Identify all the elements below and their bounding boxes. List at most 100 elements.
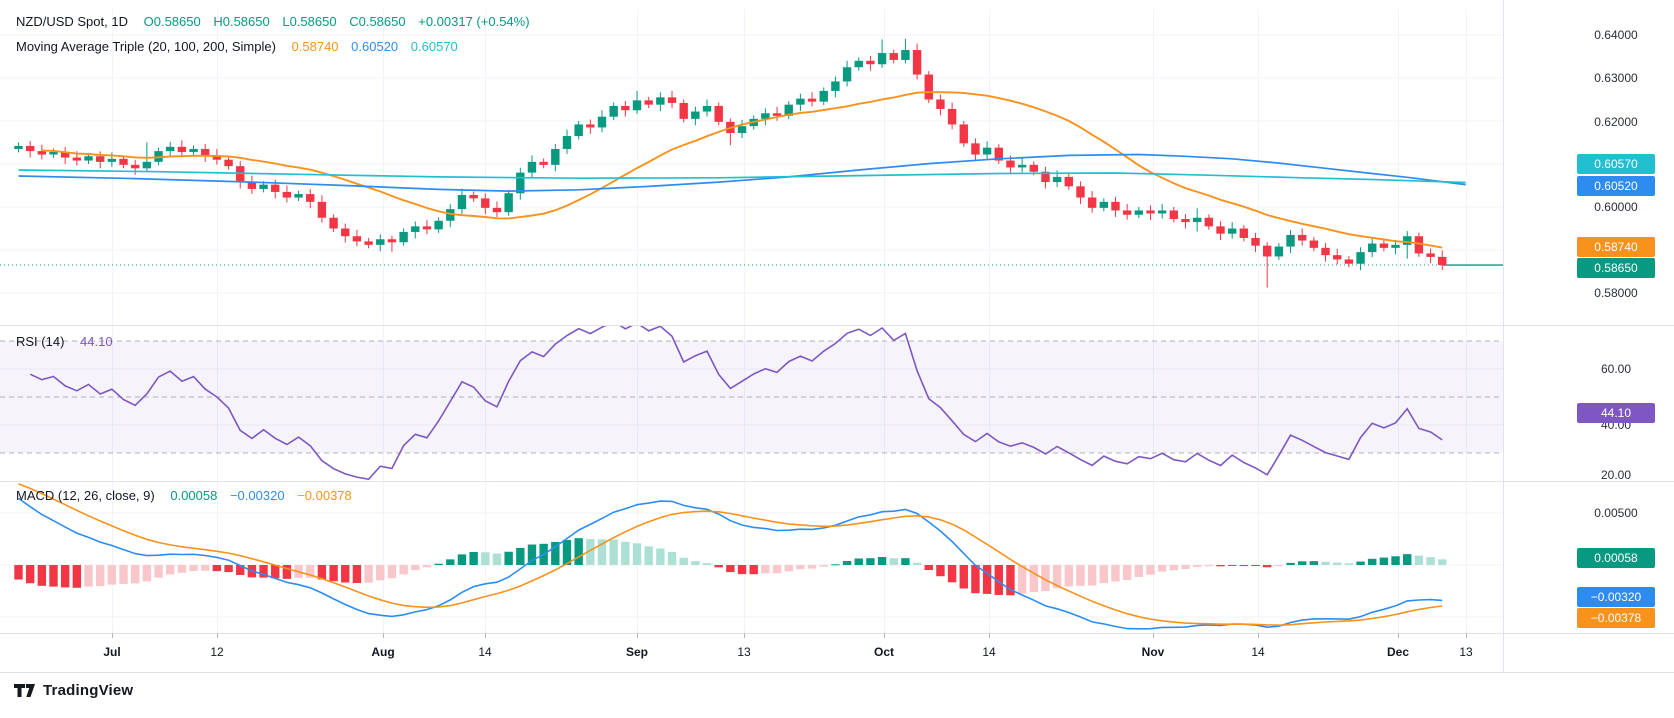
macd-hist-bar (726, 565, 735, 573)
price-axis-label: 0.60000 (1594, 200, 1638, 214)
macd-hist-bar (259, 565, 268, 578)
macd-hist-bar (154, 565, 163, 578)
macd-hist-bar (189, 565, 198, 572)
macd-hist-bar (644, 546, 653, 565)
macd-hist-bar (387, 565, 397, 579)
macd-hist-bar (1216, 565, 1225, 567)
macd-hist-bar (936, 565, 945, 577)
macd-hist-bar (84, 565, 93, 587)
macd-hist-bar (1076, 565, 1085, 586)
macd-hist-bar (1379, 557, 1389, 565)
symbol-title[interactable]: NZD/USD Spot, 1D (16, 14, 128, 29)
chart-plot-area[interactable] (0, 0, 1674, 673)
macd-line-value: −0.00320 (229, 488, 285, 503)
ma100-line (18, 153, 1466, 192)
macd-hist-bar (201, 565, 210, 571)
macd-hist-bar (901, 558, 910, 565)
macd-legend: MACD (12, 26, close, 9) 0.00058 −0.00320… (16, 488, 361, 503)
macd-hist-bar (1286, 562, 1295, 565)
price-axis-label: 0.64000 (1594, 28, 1638, 42)
price-axis-badge: 0.58650 (1577, 258, 1655, 278)
macd-hist-bar (796, 565, 805, 570)
macd-hist-bar (1006, 565, 1015, 596)
macd-hist-bar (667, 552, 677, 565)
price-axis-badge: 0.58740 (1577, 237, 1655, 257)
ohlc-close: C0.58650 (349, 14, 406, 29)
candles-series (14, 38, 1447, 288)
macd-hist-bar (1438, 559, 1447, 565)
macd-hist-bar (1321, 561, 1330, 565)
macd-hist-bar (119, 565, 128, 584)
macd-hist-bar (1169, 565, 1179, 571)
time-axis-label: 14 (982, 645, 996, 659)
time-axis-label: Oct (873, 645, 895, 659)
gridlines (0, 9, 1503, 633)
macd-indicator-title[interactable]: MACD (12, 26, close, 9) (16, 488, 155, 503)
macd-hist-bar (352, 565, 362, 584)
macd-hist-bar (807, 565, 817, 569)
macd-hist-bar (1146, 565, 1155, 575)
macd-hist-bar (761, 565, 770, 574)
macd-hist-bar (1356, 561, 1365, 565)
macd-hist-bar (282, 565, 292, 579)
time-axis-label: Aug (371, 645, 395, 659)
macd-hist-bar (1181, 565, 1190, 570)
macd-hist-bar (656, 548, 665, 565)
rsi-indicator-title[interactable]: RSI (14) (16, 334, 65, 349)
rsi-line (29, 326, 1443, 481)
moving-averages (18, 91, 1466, 249)
rsi-axis-label: 60.00 (1600, 362, 1632, 376)
change-value: +0.00317 (+0.54%) (418, 14, 530, 29)
macd-hist-bar (1157, 565, 1167, 572)
pane-separators (0, 0, 1674, 673)
macd-hist-bar (1134, 565, 1144, 578)
macd-hist-bar (912, 562, 922, 565)
macd-hist-bar (399, 565, 408, 575)
macd-hist-bar (1333, 562, 1342, 565)
macd-hist-bar (714, 565, 723, 568)
price-axis-label: 0.58000 (1594, 286, 1638, 300)
time-axis-label: 14 (1251, 645, 1265, 659)
macd-hist-bar (317, 565, 327, 580)
macd-hist-bar (1227, 564, 1237, 566)
macd-hist-bar (224, 565, 233, 573)
tradingview-logo[interactable]: TradingView (14, 682, 133, 699)
macd-hist-bar (37, 565, 47, 586)
time-axis-label: 13 (1459, 645, 1473, 659)
macd-hist-bar (1251, 565, 1260, 566)
macd-hist-bar (971, 565, 980, 594)
macd-hist-bar (131, 565, 140, 584)
macd-hist-bar (1192, 565, 1202, 567)
price-axis-label: 0.62000 (1594, 115, 1638, 129)
macd-hist-bar (236, 565, 245, 575)
macd-hist-bar (597, 539, 607, 565)
macd-hist-bar (1087, 565, 1097, 586)
macd-hist-bar (679, 557, 688, 565)
macd-hist-bar (1052, 565, 1062, 589)
ma200-value: 0.60570 (410, 39, 458, 54)
price-axis-label: 0.63000 (1594, 71, 1638, 85)
ma-indicator-title[interactable]: Moving Average Triple (20, 100, 200, Sim… (16, 39, 276, 54)
macd-hist-bar (1204, 565, 1214, 567)
macd-hist-bar (691, 561, 700, 565)
time-axis-label: Nov (1141, 645, 1165, 659)
macd-hist-bar (457, 554, 467, 565)
macd-axis-badge: 0.00058 (1577, 548, 1655, 568)
macd-hist-bar (772, 565, 782, 574)
main-legend: NZD/USD Spot, 1D O0.58650 H0.58650 L0.58… (16, 14, 539, 29)
macd-hist-bar (1111, 565, 1120, 582)
ohlc-high: H0.58650 (213, 14, 270, 29)
macd-hist-bar (959, 565, 968, 589)
macd-hist-bar (737, 565, 747, 575)
macd-hist-bar (1344, 563, 1354, 565)
macd-hist-bar (516, 547, 525, 565)
rsi-legend: RSI (14) 44.10 (16, 334, 122, 349)
rsi-axis-label: 20.00 (1600, 468, 1632, 482)
ma200-line (18, 169, 1466, 184)
macd-hist-bar (1239, 565, 1249, 566)
macd-hist-bar (72, 565, 82, 588)
macd-hist-bar (177, 565, 187, 573)
macd-hist-bar (819, 565, 828, 567)
macd-hist-bar (1099, 565, 1109, 584)
